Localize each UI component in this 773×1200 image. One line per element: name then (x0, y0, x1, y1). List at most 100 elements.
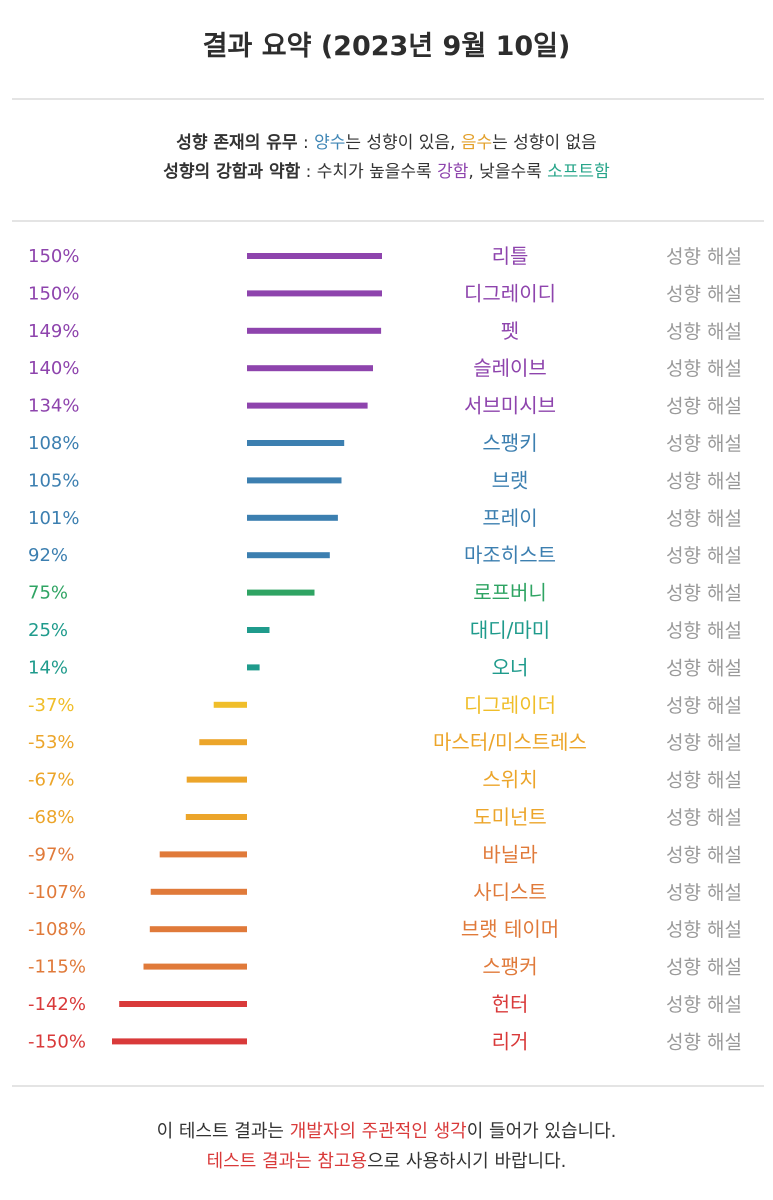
bar (247, 589, 315, 596)
detail-link[interactable]: 성향 해설 (666, 583, 742, 605)
footer-text-before: 이 테스트 결과는 (156, 1121, 290, 1142)
detail-link[interactable]: 성향 해설 (666, 470, 742, 492)
detail-link[interactable]: 성향 해설 (666, 433, 742, 455)
value-label: -68% (28, 807, 75, 828)
value-label: 101% (28, 508, 79, 529)
category-label: 펫 (501, 319, 519, 343)
value-label: -150% (28, 1031, 86, 1052)
footer-highlight: 개발자의 주관적인 생각 (289, 1121, 467, 1142)
detail-link[interactable]: 성향 해설 (666, 508, 742, 530)
detail-link[interactable]: 성향 해설 (666, 358, 742, 380)
legend-negative: 음수 (460, 133, 493, 153)
legend-text-before: 수치가 높을수록 (316, 162, 438, 182)
detail-link[interactable]: 성향 해설 (666, 321, 742, 343)
bar (247, 477, 342, 484)
legend-positive: 양수 (314, 133, 346, 153)
bar (199, 739, 247, 746)
category-label: 사디스트 (473, 880, 547, 904)
legend-sep-2: : (300, 162, 317, 182)
value-label: 14% (28, 657, 68, 678)
legend-line-2: 성향의 강함과 약함 : 수치가 높을수록 강함, 낮을수록 소프트함 (0, 157, 773, 182)
detail-link[interactable]: 성향 해설 (666, 283, 742, 305)
detail-link[interactable]: 성향 해설 (666, 770, 742, 792)
bar (119, 1001, 247, 1007)
bar (247, 664, 260, 671)
category-label: 스팽커 (482, 955, 537, 979)
legend-presence-label: 성향 존재의 유무 (176, 133, 298, 153)
bar (247, 253, 382, 259)
footer-line-1: 이 테스트 결과는 개발자의 주관적인 생각이 들어가 있습니다. (0, 1117, 773, 1143)
detail-link[interactable]: 성향 해설 (666, 396, 742, 418)
detail-link[interactable]: 성향 해설 (666, 620, 742, 642)
detail-link[interactable]: 성향 해설 (666, 844, 742, 866)
value-label: -107% (28, 882, 86, 903)
bar (247, 440, 345, 446)
bar (247, 514, 338, 521)
bar (247, 365, 373, 372)
footer-text-after: 이 들어가 있습니다. (466, 1121, 617, 1142)
value-label: -108% (28, 919, 86, 940)
bar (213, 701, 247, 708)
value-label: 149% (28, 321, 79, 342)
detail-link[interactable]: 성향 해설 (666, 957, 742, 979)
footer-highlight-3: 참고용 (317, 1151, 368, 1172)
category-label: 스위치 (482, 768, 537, 792)
legend-sep-1: : (297, 133, 315, 153)
category-label: 마스터/미스트레스 (433, 730, 587, 754)
category-label: 리거 (492, 1029, 529, 1053)
legend-strong: 강함 (437, 162, 469, 182)
detail-link[interactable]: 성향 해설 (666, 919, 742, 941)
value-label: 150% (28, 246, 79, 267)
detail-link[interactable]: 성향 해설 (666, 1031, 742, 1053)
legend-soft: 소프트함 (547, 162, 610, 182)
detail-link[interactable]: 성향 해설 (666, 994, 742, 1016)
bar (143, 963, 247, 970)
value-label: 25% (28, 620, 68, 641)
value-label: -97% (28, 844, 75, 865)
category-label: 도미넌트 (473, 805, 547, 829)
category-label: 디그레이디 (464, 281, 556, 305)
value-label: -67% (28, 770, 75, 791)
category-label: 오너 (492, 655, 529, 679)
bar (185, 814, 247, 820)
legend-strength-label: 성향의 강함과 약함 (163, 162, 301, 182)
category-label: 프레이 (482, 506, 537, 530)
value-label: 105% (28, 470, 79, 491)
value-label: -53% (28, 732, 75, 753)
detail-link[interactable]: 성향 해설 (666, 882, 742, 904)
page-title: 결과 요약 (2023년 9월 10일) (202, 31, 571, 62)
value-label: 140% (28, 358, 79, 379)
category-label: 대디/마미 (470, 618, 550, 642)
value-label: -37% (28, 695, 75, 716)
category-label: 브랫 (492, 468, 529, 492)
footer-text-after-2: 으로 사용하시기 바랍니다. (367, 1151, 567, 1172)
bar (247, 627, 270, 633)
bar (247, 327, 382, 334)
detail-link[interactable]: 성향 해설 (666, 732, 742, 754)
value-label: 150% (28, 283, 79, 304)
bar (159, 851, 247, 858)
bar (112, 1038, 247, 1045)
value-label: -115% (28, 957, 86, 978)
category-label: 디그레이더 (464, 693, 556, 717)
category-label: 리틀 (492, 244, 529, 268)
top-divider (12, 98, 764, 100)
legend-text-middle: , 낮을수록 (468, 162, 548, 182)
category-label: 헌터 (492, 992, 529, 1016)
value-label: 108% (28, 433, 79, 454)
bar (150, 888, 247, 895)
bar (149, 926, 247, 933)
detail-link[interactable]: 성향 해설 (666, 695, 742, 717)
detail-link[interactable]: 성향 해설 (666, 807, 742, 829)
legend-positive-desc: 는 성향이 있음, (345, 133, 461, 153)
category-label: 바닐라 (482, 842, 537, 866)
value-label: 92% (28, 545, 68, 566)
category-label: 브랫 테이머 (461, 917, 559, 941)
bottom-divider (12, 1085, 764, 1087)
detail-link[interactable]: 성향 해설 (666, 657, 742, 679)
category-label: 서브미시브 (464, 394, 556, 418)
detail-link[interactable]: 성향 해설 (666, 246, 742, 268)
bar (186, 776, 247, 783)
detail-link[interactable]: 성향 해설 (666, 545, 742, 567)
